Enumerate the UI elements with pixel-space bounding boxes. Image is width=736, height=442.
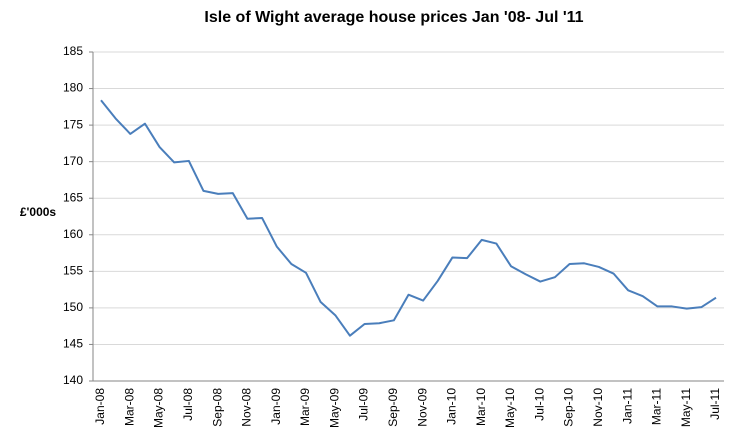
y-tick-label: 155 — [63, 264, 83, 278]
x-tick-label: Nov-10 — [591, 388, 605, 427]
x-tick-label: Mar-11 — [650, 388, 664, 425]
x-tick-label: Jul-09 — [357, 388, 371, 421]
x-tick-label: Jan-09 — [269, 388, 283, 425]
y-tick-label: 165 — [63, 190, 83, 204]
x-tick-label: Jan-08 — [93, 388, 107, 425]
x-tick-label: Mar-09 — [298, 388, 312, 426]
y-tick-label: 175 — [63, 117, 83, 131]
x-tick-label: May-09 — [327, 388, 341, 428]
x-tick-label: Sep-09 — [386, 388, 400, 427]
x-tick-label: May-11 — [679, 388, 693, 427]
x-tick-label: Sep-10 — [562, 388, 576, 427]
x-tick-label: Sep-08 — [210, 388, 224, 427]
x-tick-label: Jul-11 — [708, 388, 722, 420]
x-tick-label: Nov-09 — [415, 388, 429, 427]
y-tick-label: 150 — [63, 300, 83, 314]
y-tick-label: 170 — [63, 154, 83, 168]
y-tick-label: 185 — [63, 44, 83, 58]
x-tick-label: Jan-11 — [620, 388, 634, 424]
x-tick-label: Jul-08 — [181, 388, 195, 421]
chart-title: Isle of Wight average house prices Jan '… — [204, 9, 583, 26]
y-tick-label: 160 — [63, 227, 83, 241]
y-tick-label: 140 — [63, 373, 83, 387]
x-tick-label: Jan-10 — [445, 388, 459, 425]
line — [100, 99, 717, 337]
x-tick-label: May-10 — [503, 388, 517, 428]
x-tick-label: Mar-10 — [474, 388, 488, 426]
x-tick-label: Nov-08 — [240, 388, 254, 427]
x-tick-label: Jul-10 — [532, 388, 546, 421]
y-tick-label: 145 — [63, 337, 83, 351]
y-tick-label: 180 — [63, 81, 83, 95]
y-axis-label: £'000s — [20, 205, 57, 219]
x-tick-label: Mar-08 — [122, 388, 136, 426]
x-tick-label: May-08 — [152, 388, 166, 428]
